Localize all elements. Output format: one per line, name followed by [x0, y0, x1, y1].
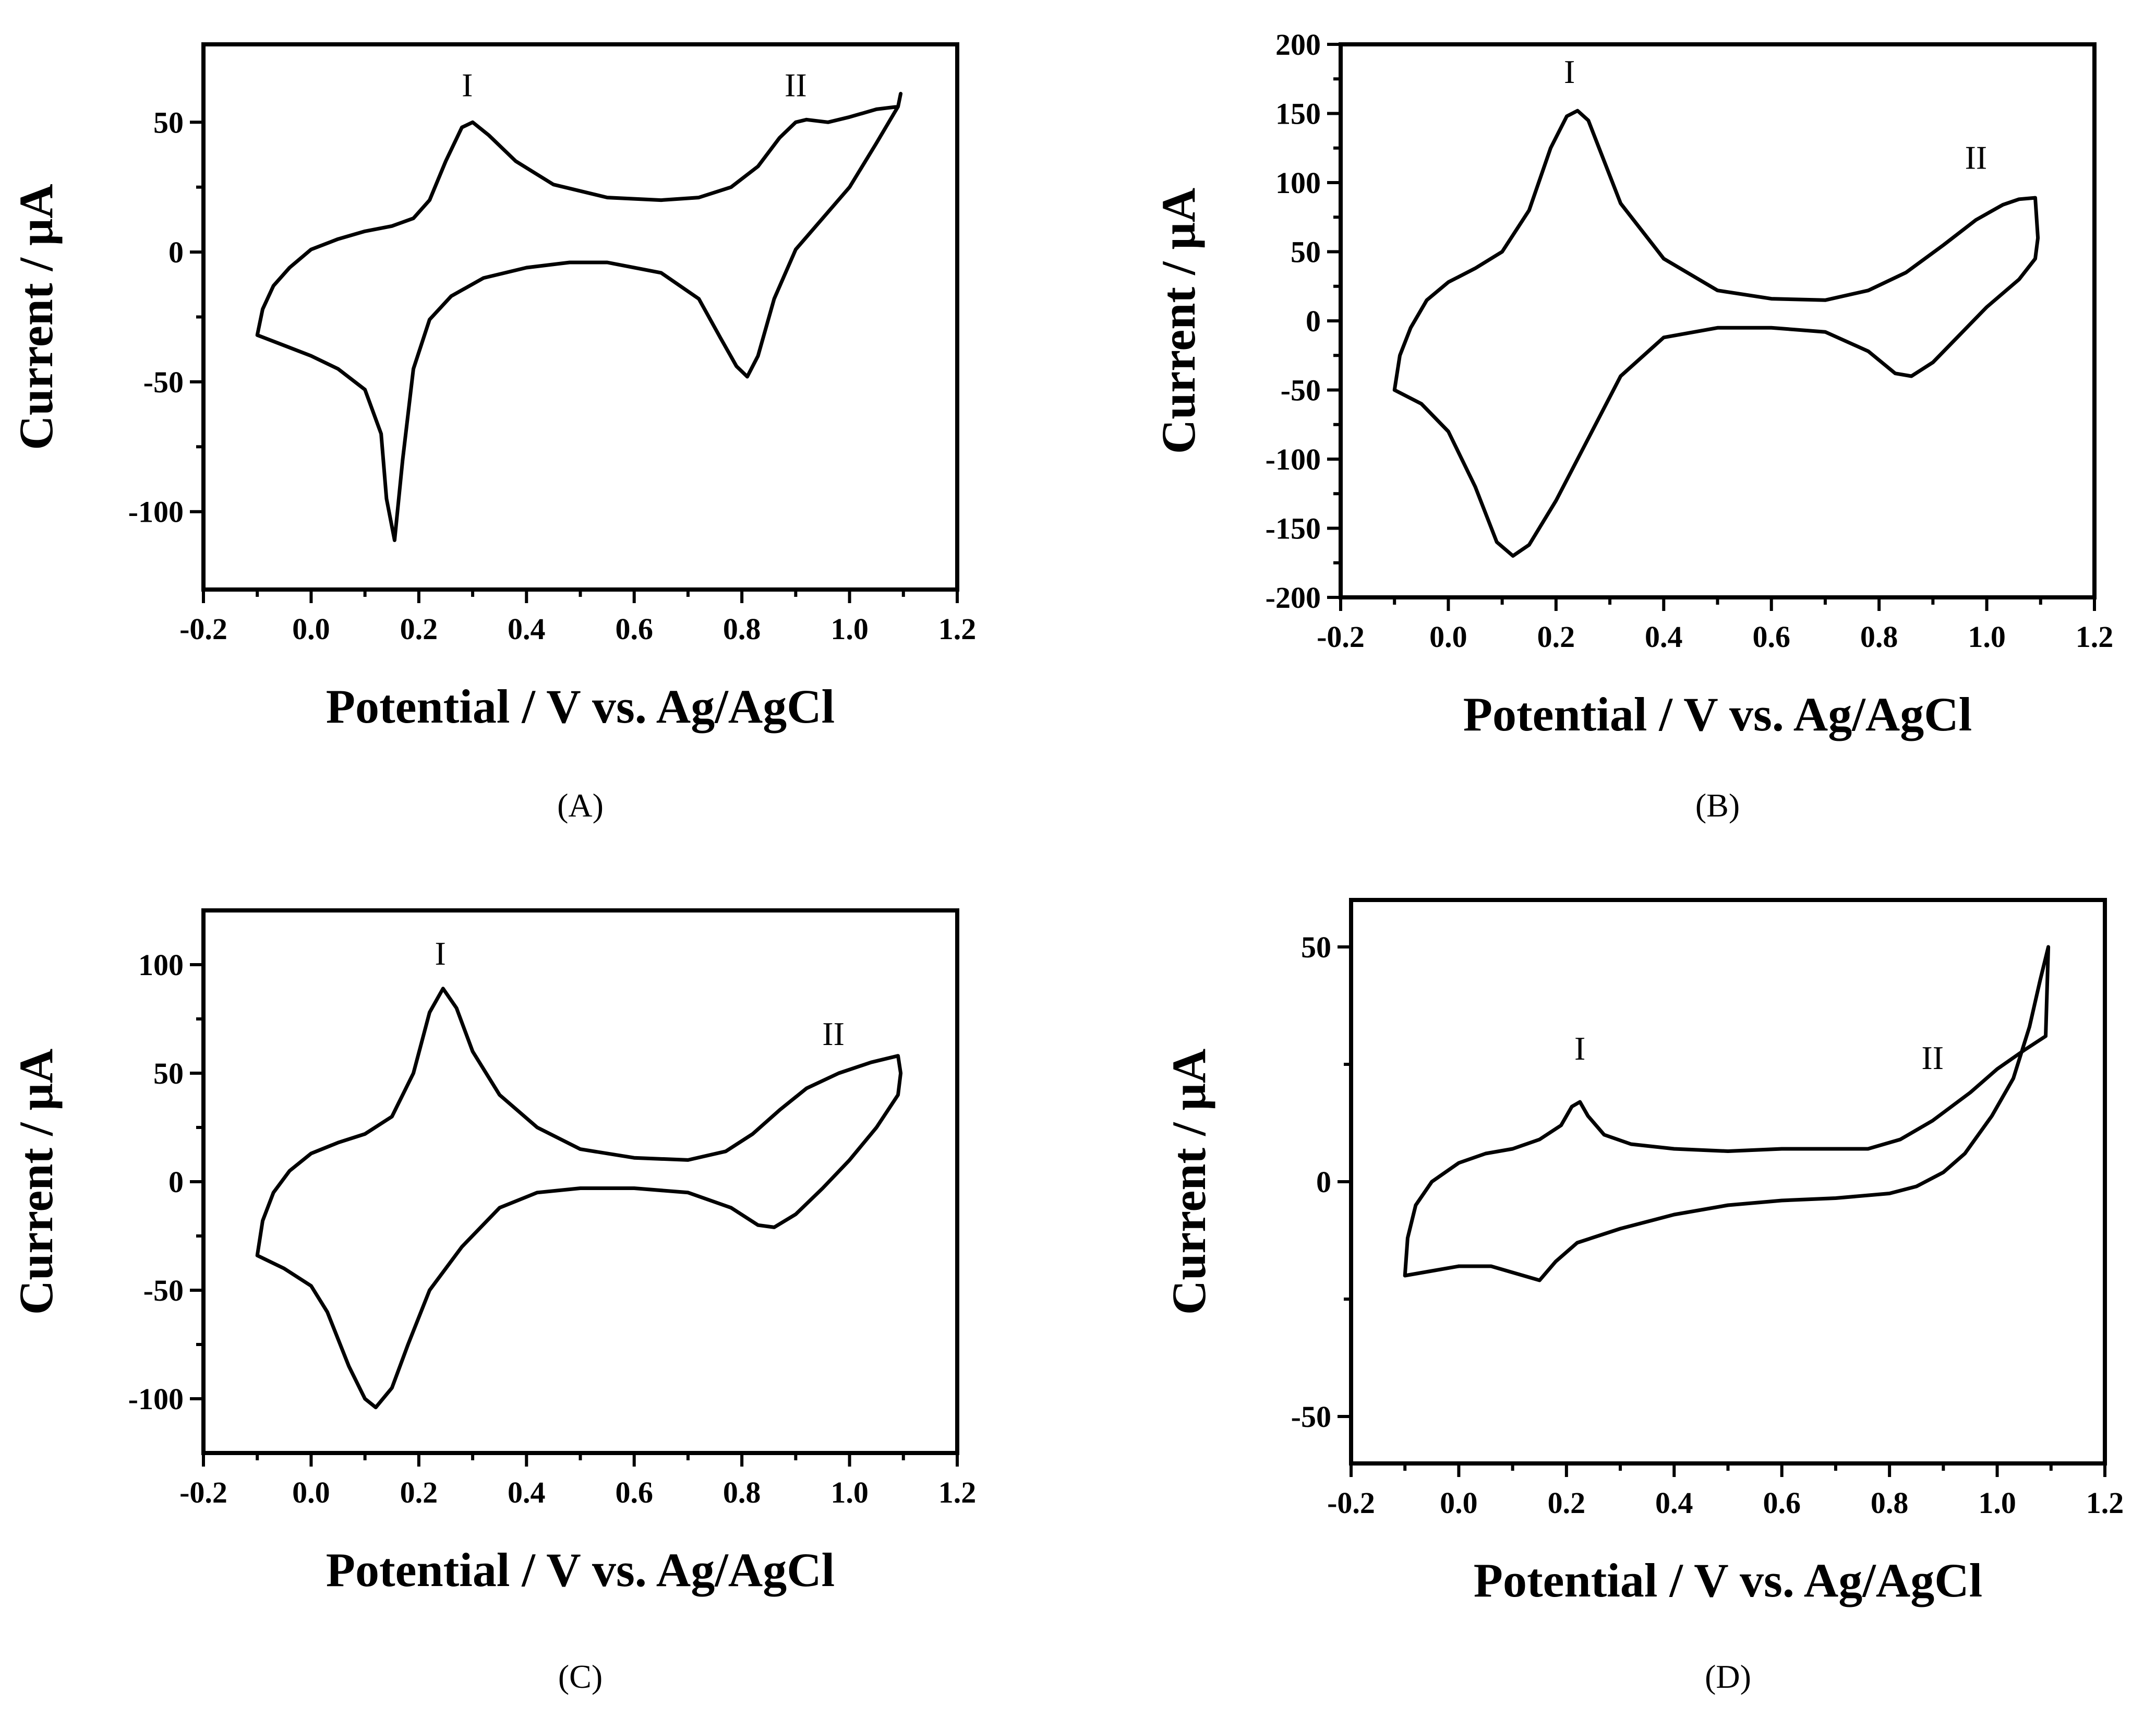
panel-a-y-axis-title: Current / μA [9, 184, 63, 450]
panel-c-y-tick-label: 0 [168, 1165, 184, 1199]
panel-c-x-tick-label: 0.4 [508, 1475, 546, 1509]
panel-a-x-tick-label: 1.2 [938, 612, 977, 646]
panel-c-x-tick-label: 0.2 [400, 1475, 438, 1509]
panel-d-y-tick-label: -50 [1291, 1400, 1331, 1434]
panel-c-x-axis-title: Potential / V vs. Ag/AgCl [326, 1543, 835, 1596]
panel-d-x-tick-label: 0.2 [1548, 1486, 1586, 1520]
panel-d-x-tick-label: 0.6 [1763, 1486, 1801, 1520]
panel-a-x-tick-label: 0.0 [292, 612, 330, 646]
panel-d-y-tick-label: 50 [1301, 930, 1331, 964]
panel-c-label: (C) [558, 1658, 603, 1695]
panel-b-y-tick-label: -50 [1281, 374, 1321, 407]
panel-d-x-tick-label: 0.0 [1440, 1486, 1478, 1520]
panel-b-y-tick-label: 50 [1291, 235, 1321, 269]
panel-b-y-tick-label: -100 [1266, 442, 1321, 476]
panel-a-y-tick-label: 0 [168, 235, 184, 269]
panel-a-x-tick-label: 0.6 [615, 612, 653, 646]
panel-c-y-tick-label: 100 [138, 948, 184, 982]
panel-b-y-axis-title: Current / μA [1152, 188, 1205, 454]
panel-a-x-tick-label: 0.4 [508, 612, 546, 646]
panel-c-peak-label: I [435, 935, 445, 972]
panel-a-x-tick-label: -0.2 [179, 612, 227, 646]
panel-b-x-tick-label: -0.2 [1317, 620, 1365, 654]
panel-d-peak-label: II [1921, 1039, 1944, 1076]
panel-b-x-tick-label: 1.2 [2076, 620, 2114, 654]
panel-d-x-tick-label: 0.4 [1655, 1486, 1693, 1520]
panel-c-y-axis-title: Current / μA [9, 1049, 63, 1315]
panel-c-y-tick-label: 50 [153, 1056, 184, 1090]
panel-d-cv-curve [1403, 945, 2051, 1282]
panel-c-x-tick-label: -0.2 [179, 1475, 227, 1509]
panel-c-x-tick-label: 1.0 [830, 1475, 869, 1509]
panel-c-x-tick-label: 1.2 [938, 1475, 977, 1509]
panel-b-y-tick-label: -200 [1266, 581, 1321, 615]
panel-b-x-axis-title: Potential / V vs. Ag/AgCl [1463, 688, 1972, 741]
panel-a-x-tick-label: 0.2 [400, 612, 438, 646]
panel-b-x-tick-label: 0.8 [1860, 620, 1898, 654]
panel-b-peak-label: I [1564, 53, 1575, 90]
panel-b-x-tick-label: 0.0 [1429, 620, 1467, 654]
panel-b-y-tick-label: 0 [1306, 304, 1321, 338]
panel-c-x-tick-label: 0.6 [615, 1475, 653, 1509]
panel-a-y-tick-label: -50 [143, 365, 184, 399]
panel-b-y-tick-label: 200 [1275, 28, 1321, 62]
panel-c-x-tick-label: 0.8 [723, 1475, 761, 1509]
panel-d-y-tick-label: 0 [1316, 1165, 1331, 1199]
panel-a-cv-curve [255, 92, 903, 542]
panel-d-x-tick-label: 1.0 [1978, 1486, 2016, 1520]
panel-d-x-axis-title: Potential / V vs. Ag/AgCl [1474, 1554, 1982, 1607]
panel-a-y-tick-label: 50 [153, 105, 184, 139]
panel-c-y-tick-label: -100 [128, 1382, 184, 1416]
panel-c-cv-curve [255, 987, 903, 1410]
panel-b-x-tick-label: 0.4 [1645, 620, 1683, 654]
panel-b-y-tick-label: -150 [1266, 512, 1321, 546]
panel-b-y-tick-label: 100 [1275, 166, 1321, 200]
panel-d-x-tick-label: 0.8 [1871, 1486, 1909, 1520]
panel-c-peak-label: II [822, 1015, 845, 1052]
panel-d-x-tick-label: -0.2 [1327, 1486, 1375, 1520]
panel-c-x-tick-label: 0.0 [292, 1475, 330, 1509]
panel-a-peak-label: II [785, 67, 807, 104]
panel-d-peak-label: I [1574, 1030, 1585, 1067]
panel-b-y-tick-label: 150 [1275, 97, 1321, 131]
panel-a-y-tick-label: -100 [128, 495, 184, 529]
panel-b-label: (B) [1695, 787, 1740, 824]
panel-d-label: (D) [1705, 1658, 1751, 1695]
panel-a-peak-label: I [462, 67, 473, 104]
panel-b-x-tick-label: 0.2 [1537, 620, 1575, 654]
panel-a-label: (A) [557, 787, 604, 824]
panel-b-cv-curve [1392, 109, 2040, 558]
panel-b-x-tick-label: 0.6 [1752, 620, 1790, 654]
panel-a-x-tick-label: 1.0 [830, 612, 869, 646]
panel-d-y-axis-title: Current / μA [1162, 1049, 1215, 1315]
panel-a-x-axis-title: Potential / V vs. Ag/AgCl [326, 680, 835, 733]
panel-c-y-tick-label: -50 [143, 1274, 184, 1307]
panel-b-peak-label: II [1965, 139, 1988, 176]
panel-a-x-tick-label: 0.8 [723, 612, 761, 646]
panel-d-x-tick-label: 1.2 [2086, 1486, 2124, 1520]
panel-b-x-tick-label: 1.0 [1968, 620, 2006, 654]
